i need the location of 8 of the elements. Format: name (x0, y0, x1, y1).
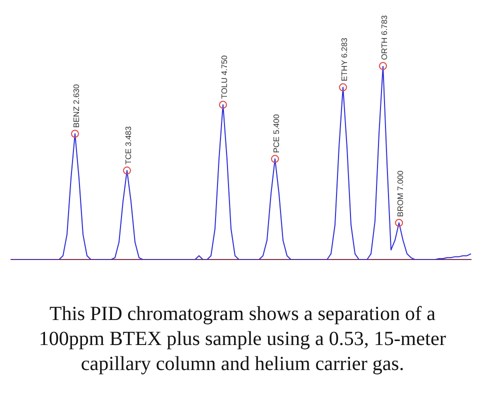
annotation: ETHY 6.283 (340, 37, 350, 82)
annotation: TCE 3.483 (124, 126, 134, 165)
text: ORTH 6.783 (380, 14, 390, 60)
annotation: BROM 7.000 (396, 170, 406, 217)
text: This PID chromatogram shows a separation of a 100ppm BTEX plus sample using a 0.53, 15-meter capillary column and helium carrier gas. (38, 302, 448, 377)
annotation: BENZ 2.630 (72, 84, 82, 128)
annotation: TOLU 4.750 (220, 54, 230, 99)
annotation: PCE 5.400 (272, 114, 282, 153)
